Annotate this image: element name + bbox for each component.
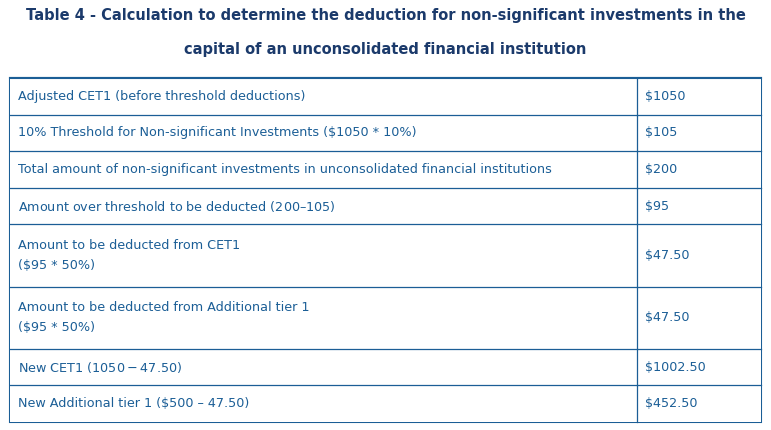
Text: Table 4 - Calculation to determine the deduction for non-significant investments: Table 4 - Calculation to determine the d…: [25, 8, 746, 23]
Text: New Additional tier 1 ($500 – 47.50): New Additional tier 1 ($500 – 47.50): [18, 397, 249, 410]
Bar: [10, 78, 761, 115]
Bar: [10, 287, 761, 349]
Text: $452.50: $452.50: [645, 397, 698, 410]
Bar: [10, 78, 761, 422]
Text: $95: $95: [645, 200, 669, 212]
Text: $1002.50: $1002.50: [645, 361, 705, 374]
Text: Amount over threshold to be deducted ($200 – $105): Amount over threshold to be deducted ($2…: [18, 199, 336, 214]
Text: New CET1 ($1050 - $47.50): New CET1 ($1050 - $47.50): [18, 359, 182, 375]
Text: $1050: $1050: [645, 90, 685, 103]
Bar: [10, 115, 761, 151]
Text: Amount to be deducted from CET1: Amount to be deducted from CET1: [18, 239, 240, 252]
Text: $47.50: $47.50: [645, 249, 689, 262]
Text: ($95 * 50%): ($95 * 50%): [18, 321, 95, 334]
Text: $47.50: $47.50: [645, 311, 689, 324]
Bar: [10, 385, 761, 422]
Text: 10% Threshold for Non-significant Investments ($1050 * 10%): 10% Threshold for Non-significant Invest…: [18, 126, 416, 139]
Text: capital of an unconsolidated financial institution: capital of an unconsolidated financial i…: [184, 42, 587, 57]
Bar: [10, 224, 761, 287]
Text: $105: $105: [645, 126, 678, 139]
Text: Adjusted CET1 (before threshold deductions): Adjusted CET1 (before threshold deductio…: [18, 90, 305, 103]
Bar: [10, 151, 761, 188]
Bar: [10, 349, 761, 385]
Text: $200: $200: [645, 163, 678, 176]
Text: Total amount of non-significant investments in unconsolidated financial institut: Total amount of non-significant investme…: [18, 163, 552, 176]
Text: ($95 * 50%): ($95 * 50%): [18, 259, 95, 272]
Bar: [10, 188, 761, 224]
Text: Amount to be deducted from Additional tier 1: Amount to be deducted from Additional ti…: [18, 301, 309, 314]
